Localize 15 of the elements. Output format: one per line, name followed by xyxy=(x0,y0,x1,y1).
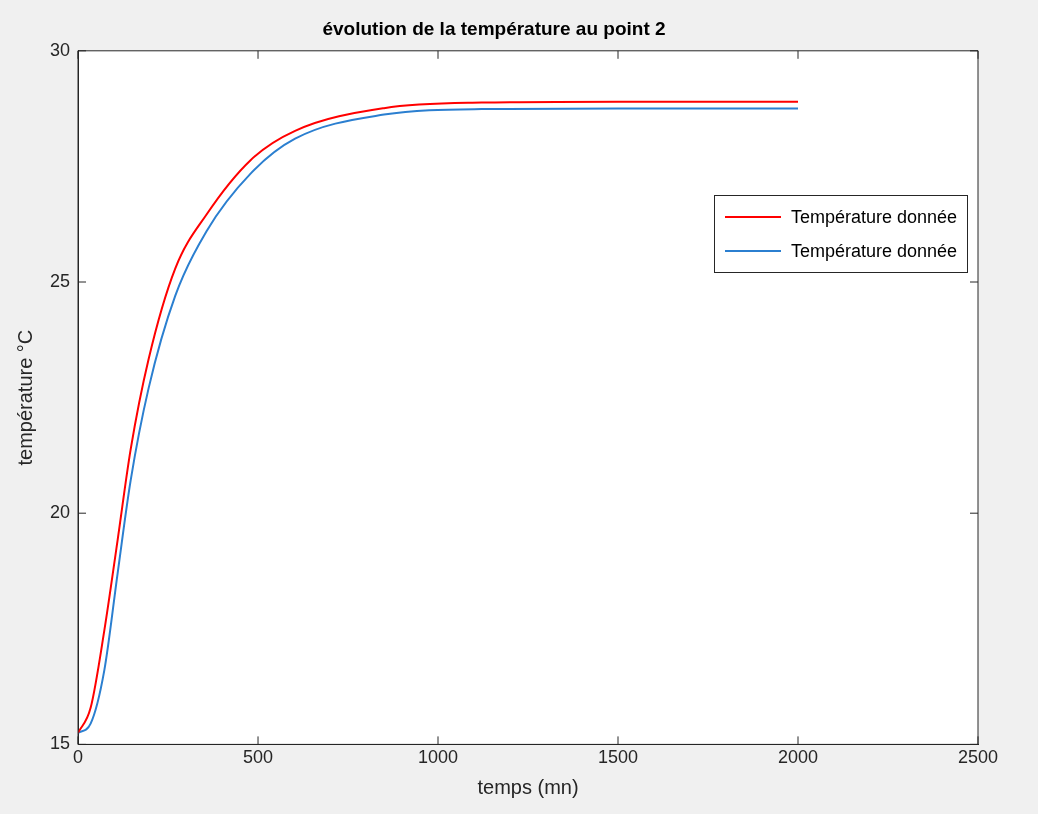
y-tick-label: 20 xyxy=(49,502,71,523)
legend-label: Température donnée xyxy=(790,206,957,228)
chart-title: évolution de la température au point 2 xyxy=(322,17,666,39)
x-tick-label: 1500 xyxy=(597,747,639,768)
y-tick-label: 30 xyxy=(49,39,71,60)
legend-label: Température donnée xyxy=(790,240,957,262)
y-tick-label: 25 xyxy=(49,270,71,291)
x-tick-label: 2500 xyxy=(957,747,999,768)
x-tick-label: 1000 xyxy=(417,747,459,768)
y-tick-label: 15 xyxy=(49,733,71,754)
x-axis-title: temps (mn) xyxy=(477,775,579,798)
y-axis-title: température °C xyxy=(13,329,36,466)
x-tick-label: 0 xyxy=(73,747,84,768)
x-tick-label: 2000 xyxy=(777,747,819,768)
x-tick-label: 500 xyxy=(242,747,274,768)
